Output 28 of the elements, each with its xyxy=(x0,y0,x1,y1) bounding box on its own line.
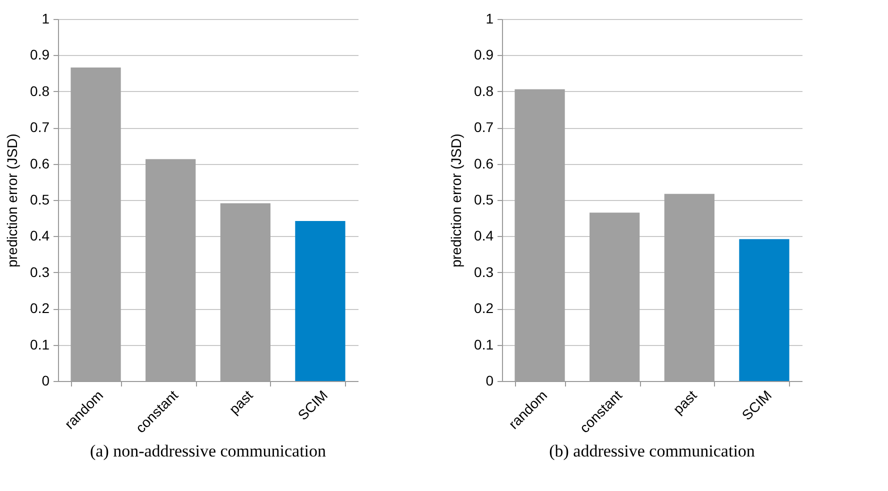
bar xyxy=(739,239,790,381)
y-tick-label: 0.9 xyxy=(30,46,50,63)
y-tick-label: 0 xyxy=(486,372,494,388)
y-tick-label: 0.4 xyxy=(474,228,494,244)
y-tick-label: 0.8 xyxy=(474,82,494,99)
y-tick-label: 0.4 xyxy=(30,228,50,244)
y-tick-label: 0.9 xyxy=(474,46,494,63)
y-tick-label: 0.8 xyxy=(30,82,50,99)
y-tick-label: 0.5 xyxy=(30,192,50,208)
y-tick-label: 0.3 xyxy=(474,264,494,280)
y-tick-label: 0.2 xyxy=(474,300,494,316)
y-tick-label: 0.5 xyxy=(474,192,494,208)
y-tick-label: 0.2 xyxy=(30,300,50,316)
text: (a) non-addressive communication xyxy=(90,441,327,460)
y-tick-label: 0.7 xyxy=(474,119,494,136)
y-tick-label: 1 xyxy=(42,10,50,26)
text: (b) addressive communication xyxy=(549,441,756,460)
y-tick-label: 0.6 xyxy=(30,155,50,172)
y-axis-title: prediction error (JSD) xyxy=(448,134,464,268)
y-tick-label: 0 xyxy=(42,372,50,388)
y-axis-title: prediction error (JSD) xyxy=(4,134,20,268)
y-tick-label: 1 xyxy=(486,10,494,26)
y-tick-label: 0.6 xyxy=(474,155,494,172)
bar xyxy=(295,220,346,381)
y-tick-label: 0.7 xyxy=(30,119,50,136)
y-tick-label: 0.1 xyxy=(30,336,50,352)
y-tick-label: 0.1 xyxy=(474,336,494,352)
y-tick-label: 0.3 xyxy=(30,264,50,280)
